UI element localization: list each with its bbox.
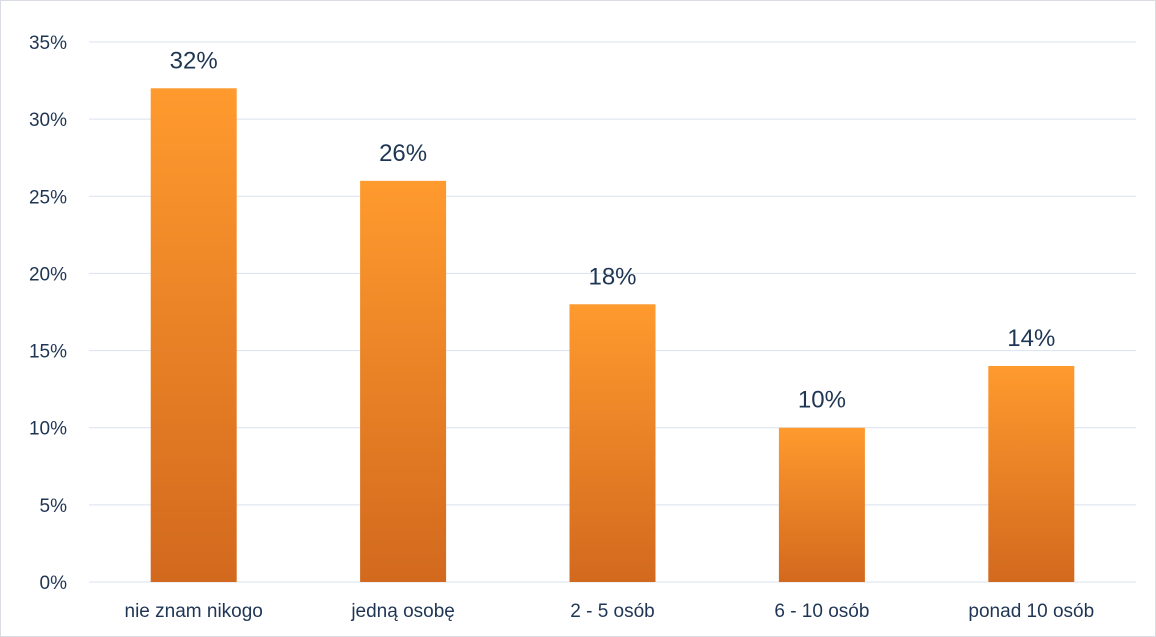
- y-tick-label: 20%: [29, 264, 67, 285]
- data-label: 32%: [170, 47, 218, 74]
- data-labels: 32% 26% 18% 10% 14%: [170, 47, 1056, 413]
- data-label: 14%: [1007, 325, 1055, 352]
- y-tick-label: 5%: [40, 496, 68, 517]
- data-label: 26%: [379, 140, 427, 167]
- y-tick-label: 35%: [29, 33, 67, 54]
- data-label: 18%: [588, 263, 636, 290]
- category-label: ponad 10 osób: [968, 601, 1094, 622]
- y-tick-label: 25%: [29, 187, 67, 208]
- y-tick-label: 15%: [29, 342, 67, 363]
- bar: [988, 366, 1075, 582]
- category-label: 6 - 10 osób: [774, 601, 869, 622]
- bar: [360, 180, 447, 582]
- y-tick-label: 0%: [40, 573, 68, 594]
- data-label: 10%: [798, 387, 846, 414]
- y-axis-tick-labels: 0% 5% 10% 15% 20% 25% 30% 35%: [29, 33, 67, 594]
- category-label: jedną osobę: [350, 601, 455, 622]
- bar: [569, 304, 656, 582]
- x-axis-category-labels: nie znam nikogo jedną osobę 2 - 5 osób 6 - …: [125, 601, 1095, 622]
- bar: [150, 88, 237, 583]
- y-tick-label: 10%: [29, 419, 67, 440]
- bars: [150, 88, 1075, 583]
- category-label: nie znam nikogo: [125, 601, 263, 622]
- category-label: 2 - 5 osób: [570, 601, 655, 622]
- y-tick-label: 30%: [29, 110, 67, 131]
- bar: [778, 427, 865, 582]
